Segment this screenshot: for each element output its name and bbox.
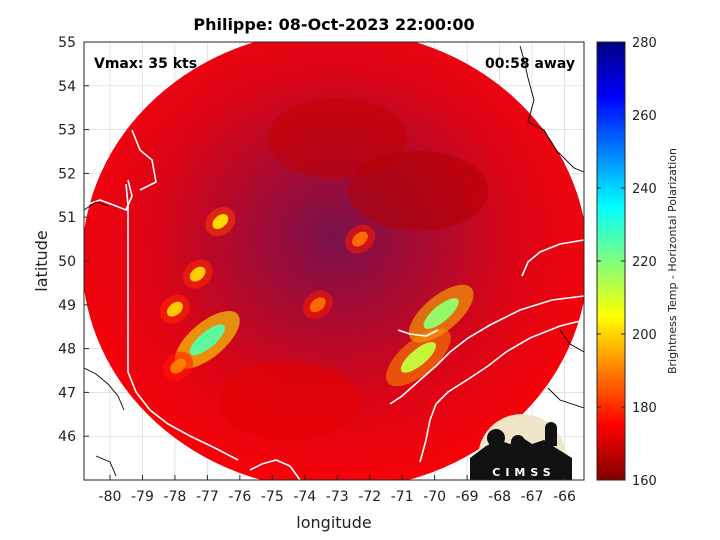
saguenay-line: [397, 329, 439, 337]
x-tick-label: -80: [99, 489, 122, 505]
st-lawrence-north-shore-line: [389, 295, 584, 405]
y-axis: 46 47 48 49 50 51 52 53 54 55: [58, 35, 89, 445]
vmax-annotation: Vmax: 35 kts: [94, 56, 197, 72]
gaspe-coast-line: [559, 329, 584, 353]
ontario-quebec-border-line: [125, 183, 239, 461]
james-bay-coast-line: [85, 179, 133, 212]
warm-feature: [189, 324, 225, 356]
cimss-logo: CIMSS: [470, 414, 572, 480]
x-tick-label: -71: [391, 489, 414, 505]
northern-river-line: [521, 239, 584, 277]
x-tick-label: -68: [488, 489, 511, 505]
y-axis-label: latitude: [32, 230, 51, 291]
x-tick-label: -70: [423, 489, 446, 505]
cold-feature: [267, 98, 408, 179]
x-axis-label: longitude: [296, 513, 371, 532]
st-lawrence-south-shore-line: [435, 319, 584, 405]
x-tick-label: -72: [358, 489, 381, 505]
swath-layer: [84, 42, 584, 480]
plot-area: Vmax: 35 kts 00:58 away CIMSS -80 -79 -78-…: [58, 35, 585, 505]
chart-title: Philippe: 08-Oct-2023 22:00:00: [193, 15, 474, 34]
nb-coast-line: [547, 387, 584, 409]
y-tick-label: 46: [58, 429, 76, 445]
y-tick-label: 52: [58, 166, 76, 182]
cold-feature: [218, 361, 359, 442]
colorbar-label: Brightness Temp - Horizontal Polarizatio…: [666, 148, 679, 374]
colorbar-tick-label: 280: [632, 36, 657, 51]
x-tick-label: -79: [131, 489, 154, 505]
y-tick-label: 51: [58, 210, 76, 226]
y-tick-label: 49: [58, 298, 76, 314]
x-tick-label: -77: [196, 489, 219, 505]
tower-top-icon: [545, 422, 557, 434]
warm-feature: [400, 341, 437, 373]
brightness-features: [159, 98, 489, 442]
y-tick-label: 53: [58, 123, 76, 139]
x-tick-label: -74: [293, 489, 316, 505]
logo-text: CIMSS: [492, 466, 555, 479]
y-tick-label: 55: [58, 35, 76, 51]
coastlines-outside: [84, 45, 584, 477]
warm-feature: [170, 358, 187, 374]
y-tick-label: 48: [58, 342, 76, 358]
x-tick-label: -66: [553, 489, 576, 505]
colorbar-ticks: 160 180 200 220 240 260 280: [597, 36, 657, 489]
colorbar-tick-label: 220: [632, 255, 657, 270]
y-tick-label: 50: [58, 254, 76, 270]
x-tick-label: -67: [521, 489, 544, 505]
warm-feature: [423, 298, 459, 329]
x-tick-label: -76: [228, 489, 251, 505]
warm-feature: [212, 214, 229, 229]
lake-coast-line: [84, 367, 125, 411]
x-tick-label: -75: [261, 489, 284, 505]
lake-huron-line: [95, 455, 117, 477]
x-tick-label: -69: [456, 489, 479, 505]
warm-feature: [189, 266, 206, 282]
logo-silhouette: [470, 436, 572, 480]
cold-feature: [348, 150, 489, 231]
colorbar-tick-label: 260: [632, 109, 657, 124]
swath-shading: [84, 42, 584, 480]
y-tick-label: 47: [58, 385, 76, 401]
maine-border-line: [419, 403, 437, 463]
labrador-border-line: [519, 45, 584, 173]
colorbar-tick-label: 180: [632, 401, 657, 416]
coast-west-line: [84, 201, 109, 211]
colorbar: 160 180 200 220 240 260 280 Brightness Temp - …: [596, 36, 679, 489]
x-tick-label: -78: [163, 489, 186, 505]
colorbar-tick-label: 240: [632, 182, 657, 197]
satellite-dish-icon: [487, 429, 505, 447]
radar-dome-icon: [511, 435, 525, 449]
warm-feature: [352, 231, 368, 247]
colorbar-tick-label: 200: [632, 328, 657, 343]
warm-feature: [167, 301, 183, 317]
coastlines-on-swath: [85, 129, 584, 480]
y-tick-label: 54: [58, 79, 76, 95]
southern-border-line: [249, 459, 301, 480]
time-away-annotation: 00:58 away: [485, 56, 575, 72]
colorbar-gradient: [596, 41, 626, 481]
colorbar-tick-label: 160: [632, 474, 657, 489]
hudson-coast-line: [131, 129, 157, 191]
x-axis: -80 -79 -78 -77 -76 -75 -74 -73 -72 -71 -70 -69 -68-…: [99, 475, 576, 505]
warm-feature: [309, 297, 326, 313]
x-tick-label: -73: [326, 489, 349, 505]
